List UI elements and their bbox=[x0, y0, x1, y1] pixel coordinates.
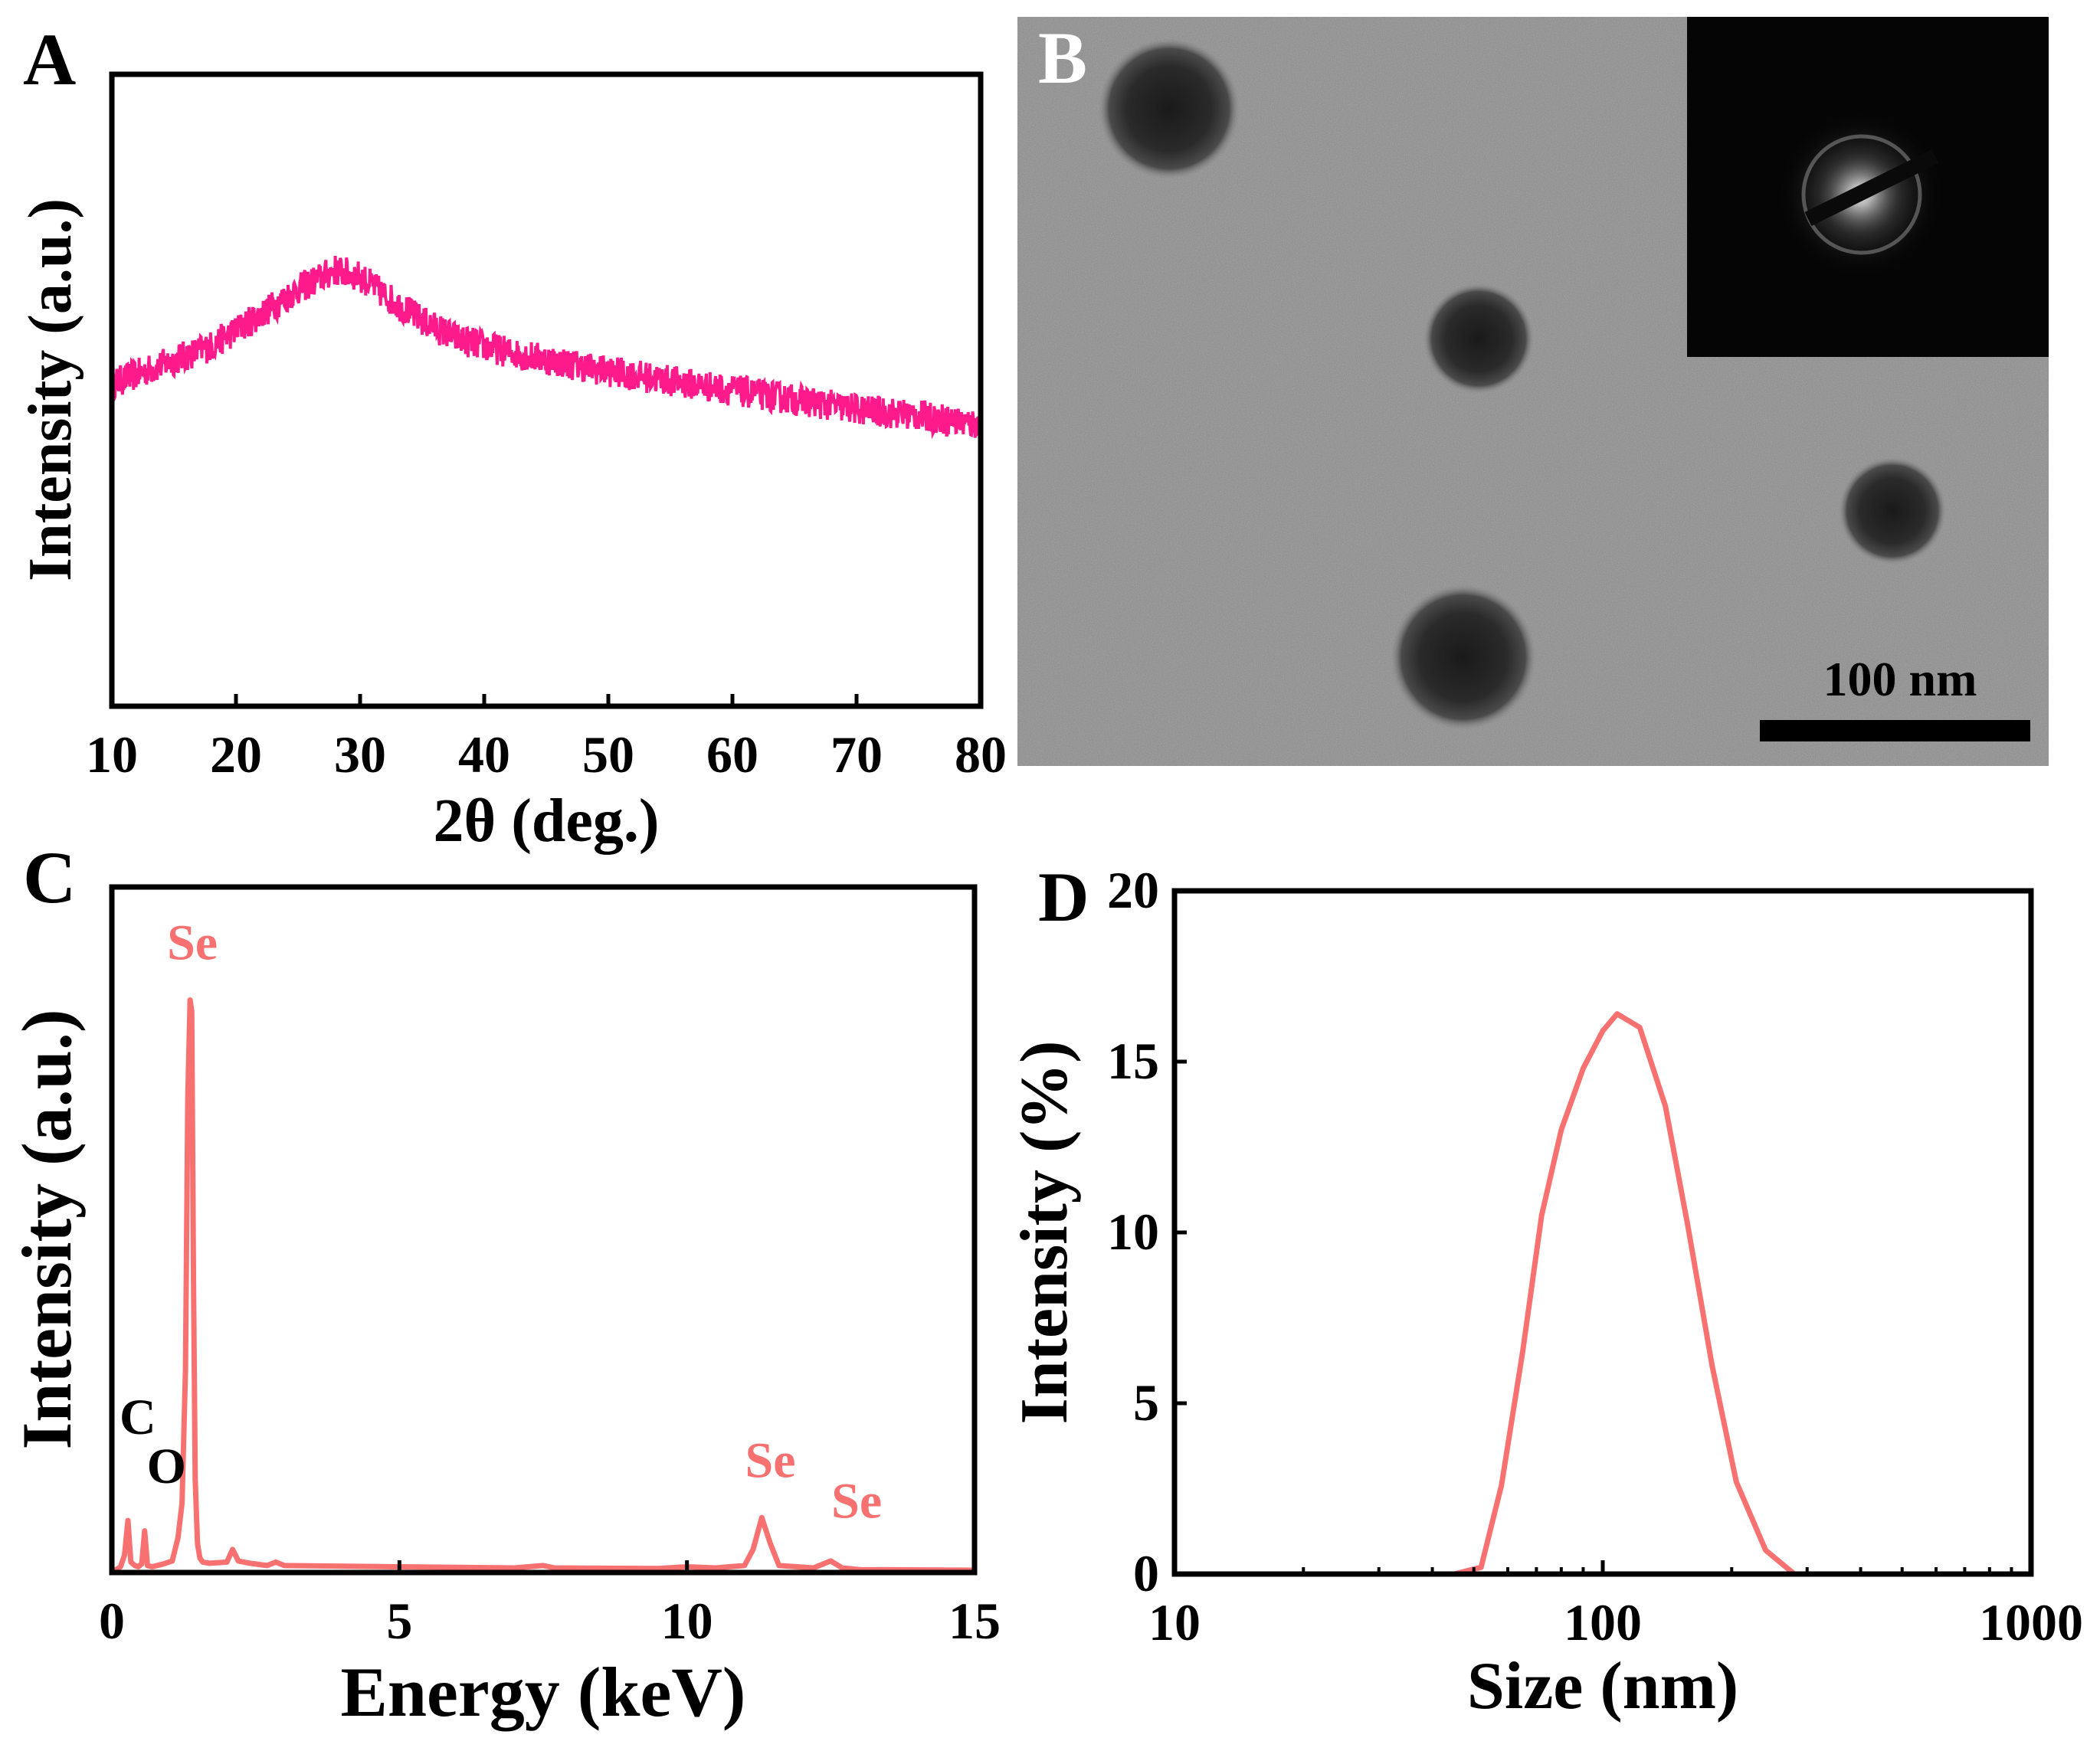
saed-beam-stopper bbox=[1804, 149, 1939, 226]
eds-plot-area bbox=[110, 997, 975, 1575]
eds-annotation-1: C bbox=[120, 1389, 156, 1445]
xrd-x-tick-label: 70 bbox=[830, 725, 883, 784]
eds-frame bbox=[109, 884, 978, 1576]
dls-y-tick-label: 15 bbox=[1107, 1032, 1159, 1090]
panel-a-xrd: A 10 20 30 40 50 60 70 80 2θ (deg.) Intensity (… bbox=[17, 18, 1007, 855]
dls-y-tick-label: 5 bbox=[1133, 1373, 1159, 1432]
eds-x-ticks: 0 5 10 15 bbox=[99, 1560, 1001, 1650]
tem-particle-2 bbox=[1423, 283, 1534, 394]
xrd-x-tick-label: 40 bbox=[458, 725, 510, 784]
dls-x-tick-label: 10 bbox=[1148, 1593, 1201, 1651]
saed-ring bbox=[1801, 134, 1922, 255]
eds-x-tick-label: 10 bbox=[661, 1592, 713, 1650]
tem-particle-3 bbox=[1839, 457, 1946, 565]
tem-scale-bar-label: 100 nm bbox=[1823, 652, 1977, 706]
xrd-x-tick-label: 10 bbox=[86, 725, 138, 784]
dls-y-axis-label: Intensity (%) bbox=[1007, 1040, 1082, 1424]
saed-inset-corner bbox=[1866, 293, 2049, 357]
dls-x-tick-label: 100 bbox=[1564, 1593, 1642, 1651]
dls-axis-ticks: 10 100 1000 0 5 10 15 20 bbox=[1107, 861, 2083, 1651]
eds-x-axis-label: Energy (keV) bbox=[341, 1653, 746, 1731]
xrd-x-tick-label: 80 bbox=[955, 725, 1007, 784]
eds-y-axis-label: Intensity (a.u.) bbox=[8, 1009, 86, 1449]
xrd-frame bbox=[109, 71, 984, 709]
dls-series-line bbox=[1453, 1011, 1797, 1577]
eds-x-tick-label: 15 bbox=[948, 1592, 1001, 1650]
dls-plot-area bbox=[1453, 1011, 1797, 1577]
dls-frame bbox=[1171, 888, 2034, 1577]
xrd-y-axis-label: Intensity (a.u.) bbox=[17, 198, 84, 581]
panel-label-d: D bbox=[1038, 858, 1089, 936]
xrd-plot-area bbox=[110, 256, 982, 440]
tem-particle-4 bbox=[1391, 584, 1536, 730]
dls-x-tick-label: 1000 bbox=[1979, 1593, 2083, 1651]
panel-label-b: B bbox=[1038, 17, 1087, 99]
xrd-x-ticks: 10 20 30 40 50 60 70 80 bbox=[86, 694, 1007, 784]
dls-y-tick-label: 10 bbox=[1107, 1203, 1159, 1261]
xrd-x-tick-label: 20 bbox=[210, 725, 262, 784]
dls-y-tick-label: 0 bbox=[1133, 1544, 1159, 1602]
saed-inset bbox=[1687, 17, 2049, 357]
panel-label-a: A bbox=[23, 18, 76, 100]
eds-x-tick-label: 5 bbox=[386, 1592, 412, 1650]
tem-scale-bar bbox=[1760, 720, 2030, 741]
eds-series-line bbox=[110, 997, 975, 1575]
eds-annotation-0: Se bbox=[167, 915, 218, 971]
xrd-x-tick-label: 60 bbox=[706, 725, 758, 784]
tem-particle-1 bbox=[1099, 38, 1240, 179]
eds-annotation-2: O bbox=[147, 1438, 186, 1494]
xrd-x-axis-label: 2θ (deg.) bbox=[433, 787, 659, 855]
eds-peak-annotations: Se CO Se Se bbox=[120, 915, 882, 1530]
eds-x-tick-label: 0 bbox=[99, 1592, 125, 1650]
dls-x-axis-label: Size (nm) bbox=[1467, 1649, 1738, 1723]
xrd-x-tick-label: 30 bbox=[334, 725, 386, 784]
panel-b-tem: B 100 nm bbox=[1017, 17, 2049, 766]
eds-annotation-3: Se bbox=[745, 1432, 796, 1488]
panel-label-c: C bbox=[23, 836, 76, 918]
dls-y-tick-label: 20 bbox=[1107, 861, 1159, 919]
panel-d-dls: D 10 100 1000 0 5 10 15 20 Size (nm) Intensity … bbox=[1007, 858, 2083, 1723]
eds-annotation-4: Se bbox=[831, 1473, 882, 1529]
xrd-x-tick-label: 50 bbox=[582, 725, 634, 784]
xrd-series-line bbox=[110, 256, 982, 440]
